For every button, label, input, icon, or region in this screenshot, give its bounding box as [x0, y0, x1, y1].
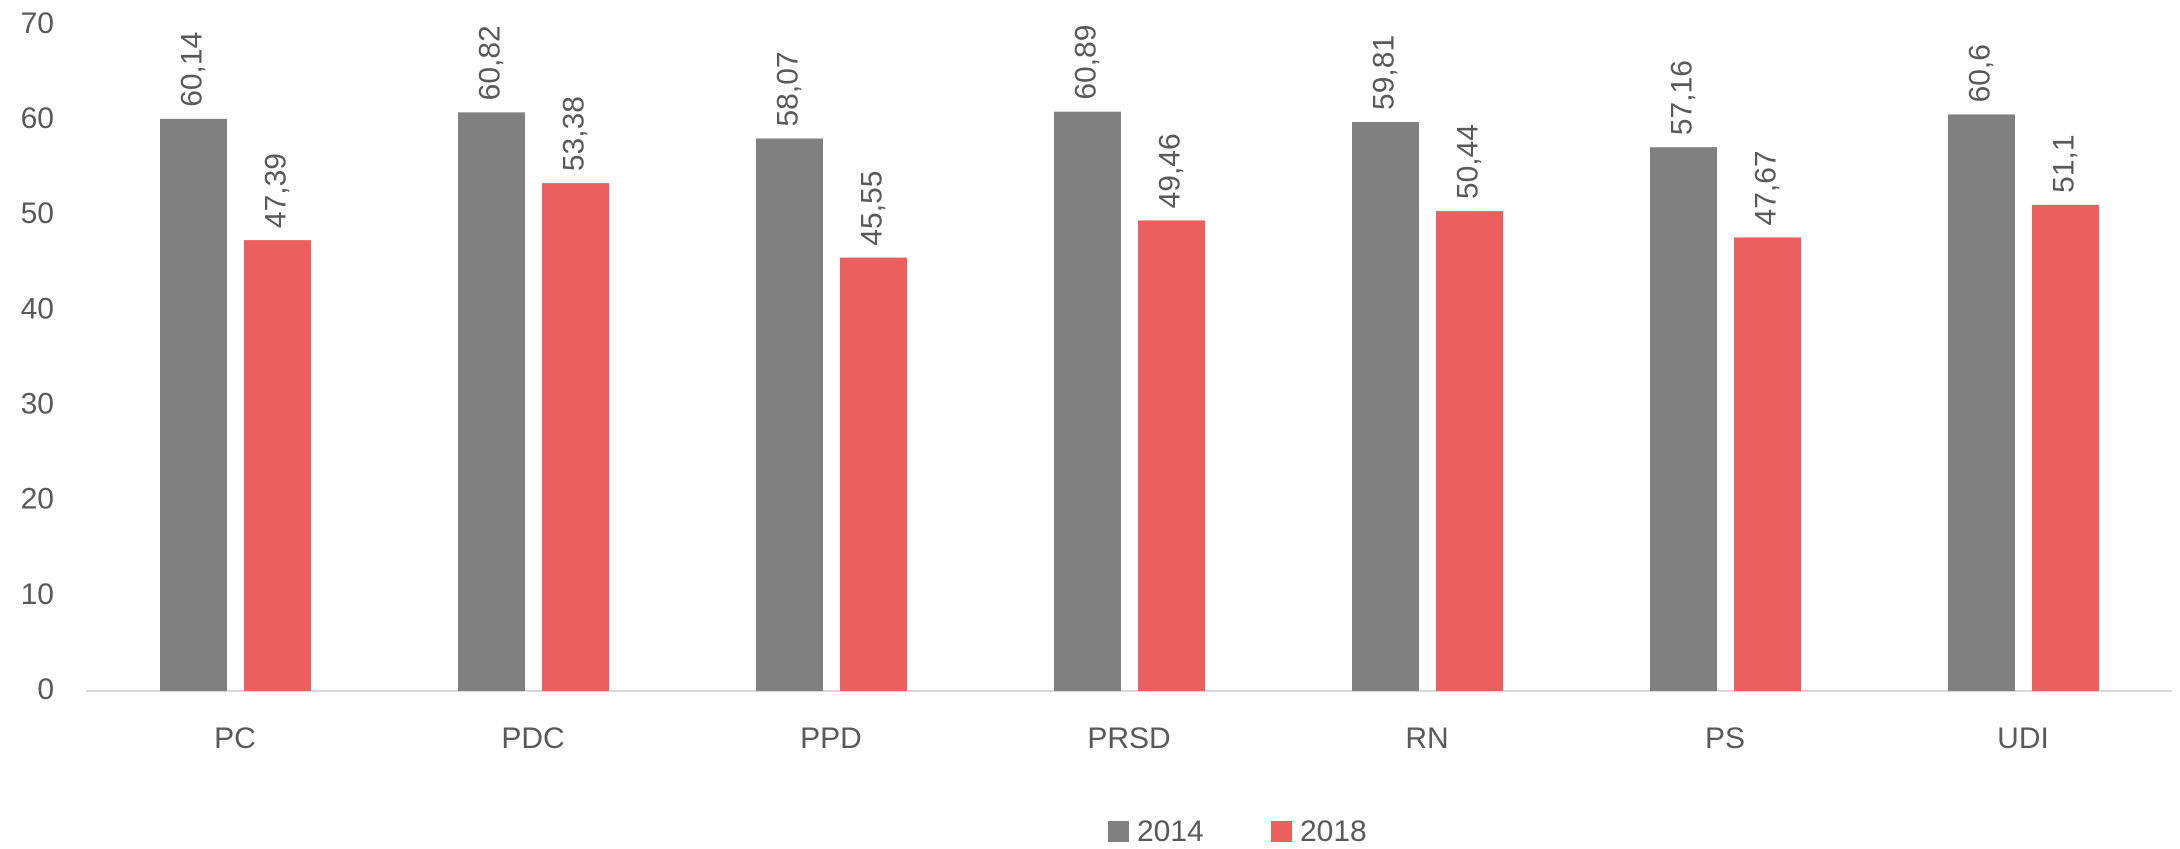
bar — [1352, 121, 1419, 692]
data-label: 60,14 — [175, 32, 208, 107]
y-tick-label: 0 — [37, 673, 54, 706]
data-label: 59,81 — [1367, 35, 1400, 110]
x-tick-label: PC — [214, 722, 256, 755]
data-label: 60,89 — [1069, 25, 1102, 100]
bar — [756, 138, 823, 691]
bar — [1436, 211, 1503, 691]
legend-swatch — [1108, 821, 1129, 842]
data-label: 58,07 — [771, 51, 804, 126]
bar — [458, 112, 525, 692]
y-tick-label: 40 — [21, 292, 54, 325]
data-label: 60,82 — [473, 25, 506, 100]
x-tick-label: PS — [1705, 722, 1745, 755]
bar — [542, 183, 609, 691]
bar — [1948, 114, 2015, 692]
x-tick-label: PPD — [800, 722, 862, 755]
data-label: 50,44 — [1451, 124, 1484, 199]
data-label: 51,1 — [2047, 134, 2080, 192]
y-tick-label: 30 — [21, 387, 54, 420]
x-tick-label: PRSD — [1087, 722, 1170, 755]
data-label: 57,16 — [1665, 60, 1698, 135]
bar — [160, 118, 227, 692]
data-label: 60,6 — [1963, 44, 1996, 102]
bar — [840, 257, 907, 691]
legend-swatch — [1271, 821, 1292, 842]
legend-label: 2018 — [1300, 815, 1367, 848]
bar — [1138, 220, 1205, 691]
bar — [1054, 111, 1121, 691]
bar — [244, 240, 311, 692]
data-label: 45,55 — [855, 171, 888, 246]
x-tick-label: UDI — [1997, 722, 2049, 755]
data-label: 53,38 — [557, 96, 590, 171]
x-tick-label: RN — [1405, 722, 1448, 755]
y-tick-label: 60 — [21, 102, 54, 135]
x-tick-label: PDC — [501, 722, 564, 755]
bar — [1734, 237, 1801, 692]
data-label: 47,67 — [1749, 150, 1782, 225]
y-tick-label: 50 — [21, 197, 54, 230]
data-label: 49,46 — [1153, 133, 1186, 208]
data-label: 47,39 — [259, 153, 292, 228]
y-tick-label: 70 — [21, 7, 54, 40]
y-tick-label: 10 — [21, 578, 54, 611]
y-tick-label: 20 — [21, 483, 54, 516]
legend-label: 2014 — [1137, 815, 1204, 848]
bar — [1650, 147, 1717, 691]
bar — [2032, 204, 2099, 691]
